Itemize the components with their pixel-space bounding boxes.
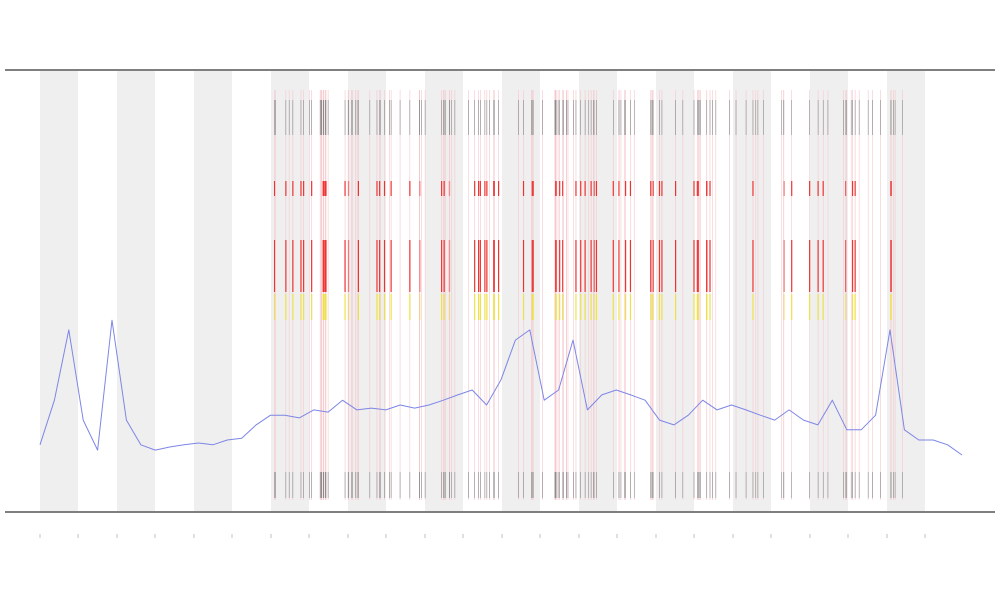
shade-band <box>733 71 771 511</box>
shade-band <box>271 71 309 511</box>
shade-band <box>348 71 386 511</box>
event-marks <box>273 90 903 500</box>
shade-band <box>887 71 925 511</box>
shade-band <box>194 71 232 511</box>
shade-band <box>810 71 848 511</box>
data-line <box>39 319 963 456</box>
shade-band <box>40 71 78 511</box>
shade-band <box>117 71 155 511</box>
shade-band <box>502 71 540 511</box>
